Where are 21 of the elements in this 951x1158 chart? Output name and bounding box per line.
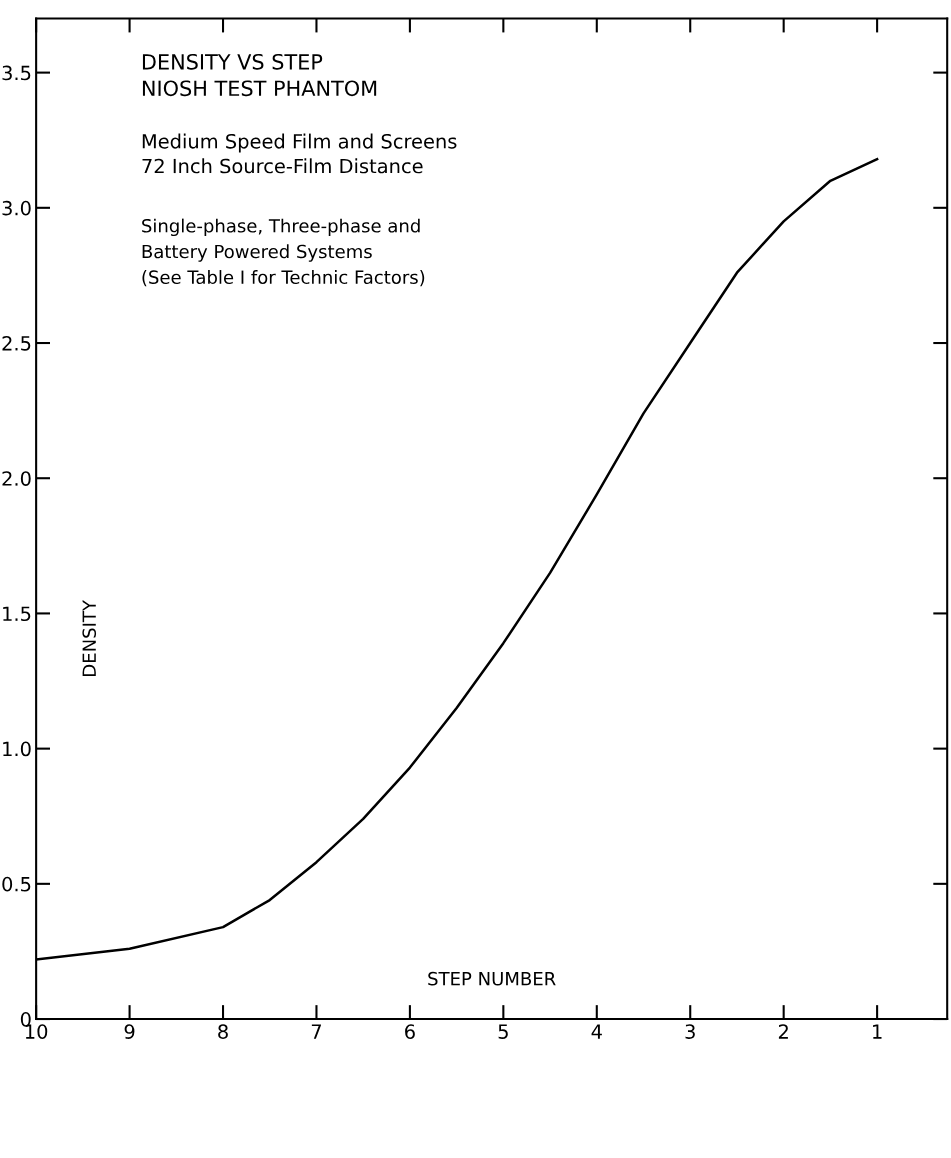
x-tick-label: 5 bbox=[498, 1024, 508, 1039]
x-tick-label: 4 bbox=[591, 1024, 602, 1039]
x-tick-label: 2 bbox=[778, 1024, 788, 1039]
y-tick-label: 2.0 bbox=[2, 471, 31, 486]
x-tick-label: 8 bbox=[218, 1024, 228, 1039]
y-tick-label: 3.5 bbox=[2, 65, 31, 81]
annotation: Single-phase, Three-phase and Battery Powered Systems (See Table I for Technic Factors) bbox=[142, 218, 425, 287]
y-tick-label: 3.0 bbox=[2, 200, 31, 216]
y-tick-label: 2.5 bbox=[2, 335, 31, 351]
x-tick-label: 9 bbox=[124, 1024, 135, 1039]
x-tick-label: 1 bbox=[873, 1024, 882, 1039]
y-tick-label: 1.0 bbox=[3, 741, 31, 757]
text: DENSITY VS STEP NIOSH TEST PHANTOM bbox=[142, 53, 377, 97]
text: Medium Speed Film and Screens 72 Inch Source-Film Distance bbox=[142, 133, 457, 174]
x-tick-label: 7 bbox=[311, 1024, 321, 1039]
y-tick-label: 0.5 bbox=[2, 876, 31, 892]
x-tick-label: 3 bbox=[685, 1024, 695, 1039]
y-tick-label: 1.5 bbox=[3, 606, 31, 622]
x-axis-title: STEP NUMBER bbox=[428, 971, 556, 986]
y-axis-title: DENSITY bbox=[82, 599, 97, 676]
x-tick-label: 6 bbox=[405, 1024, 415, 1039]
